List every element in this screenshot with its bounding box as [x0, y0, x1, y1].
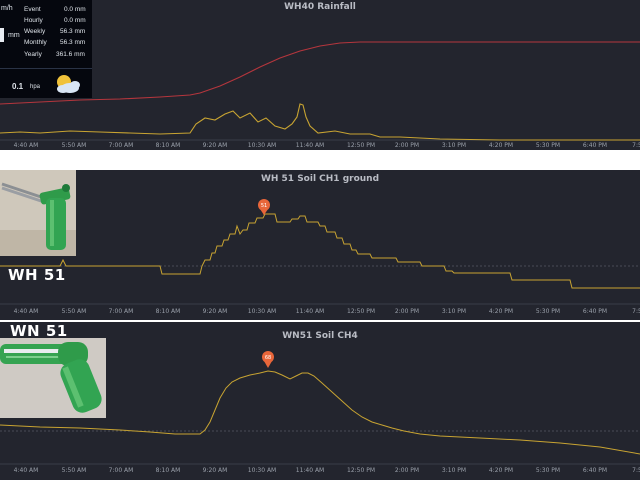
- rain-total-line: [0, 41, 640, 105]
- time-tick-label: 12:50 PM: [347, 308, 375, 315]
- partly-cloudy-icon: [57, 75, 80, 93]
- wd-value-event: 0.0 mm: [64, 6, 86, 13]
- soil-ch4-line: [0, 370, 640, 455]
- chart-title: WH40 Rainfall: [284, 2, 356, 12]
- peak-marker: 68: [262, 351, 274, 368]
- time-tick-label: 7:5: [632, 308, 640, 315]
- time-tick-label: 9:20 AM: [203, 467, 228, 474]
- time-tick-label: 2:00 PM: [395, 467, 419, 474]
- time-tick-label: 7:00 AM: [109, 308, 134, 315]
- time-tick-label: 10:30 AM: [248, 308, 276, 315]
- time-tick-label: 12:50 PM: [347, 142, 375, 149]
- time-tick-label: 6:40 PM: [583, 142, 607, 149]
- peak-value: 68: [265, 355, 271, 361]
- pressure-unit: hpa: [30, 84, 41, 90]
- time-tick-label: 2:00 PM: [395, 142, 419, 149]
- rainfall-chart: 4:40 AM 5:50 AM 7:00 AM 8:10 AM 9:20 AM 10:30…: [0, 41, 640, 149]
- soil-ch1-chart-panel: WH 51 Soil CH1 ground 51 4:40 AM 5:50 AM 7…: [0, 170, 640, 320]
- soil-sensor-image: [0, 338, 106, 418]
- soil-ch1-line: [0, 213, 640, 289]
- time-tick-label: 5:50 AM: [62, 467, 87, 474]
- time-tick-label: 10:30 AM: [248, 467, 276, 474]
- wd-label-weekly: Weekly: [24, 28, 46, 35]
- time-tick-label: 4:20 PM: [489, 142, 513, 149]
- time-tick-label: 7:5: [632, 142, 640, 149]
- time-tick-label: 4:40 AM: [14, 308, 39, 315]
- time-tick-label: 9:20 AM: [203, 308, 228, 315]
- chart-title: WH 51 Soil CH1 ground: [260, 174, 380, 184]
- time-tick-label: 5:50 AM: [62, 308, 87, 315]
- wd-label-event: Event: [24, 6, 41, 13]
- time-tick-label: 5:30 PM: [536, 308, 560, 315]
- digit-fragment: [0, 28, 4, 42]
- divider: [0, 68, 92, 69]
- time-tick-label: 4:40 AM: [14, 142, 39, 149]
- time-tick-label: 3:10 PM: [442, 308, 466, 315]
- time-tick-label: 6:40 PM: [583, 308, 607, 315]
- time-tick-label: 7:5: [632, 467, 640, 474]
- time-tick-label: 4:20 PM: [489, 308, 513, 315]
- time-tick-label: 4:40 AM: [14, 467, 39, 474]
- chart-title: WN51 Soil CH4: [282, 331, 358, 341]
- rain-rate-unit: m/h: [1, 5, 13, 12]
- time-tick-label: 8:10 AM: [156, 142, 181, 149]
- wd-label-hourly: Hourly: [24, 17, 43, 24]
- peak-marker: 51: [258, 199, 270, 215]
- wd-value-monthly: 56.3 mm: [60, 39, 86, 46]
- time-tick-label: 12:50 PM: [347, 467, 375, 474]
- wd-value-yearly: 361.6 mm: [56, 51, 85, 58]
- soil-ch1-chart: 51 4:40 AM 5:50 AM 7:00 AM 8:10 AM 9:20 AM 10…: [0, 199, 640, 315]
- time-tick-label: 7:00 AM: [109, 142, 134, 149]
- soil-ch4-chart: 68 4:40 AM 5:50 AM 7:00 AM 8:10 AM 9:20 AM 10…: [0, 351, 640, 474]
- time-tick-label: 3:10 PM: [442, 467, 466, 474]
- time-tick-label: 6:40 PM: [583, 467, 607, 474]
- time-tick-label: 2:00 PM: [395, 308, 419, 315]
- peak-value: 51: [261, 203, 267, 209]
- wd-value-weekly: 56.3 mm: [60, 28, 86, 35]
- rainfall-chart-panel: WH40 Rainfall 4:40 AM 5:50 AM 7:00 AM 8:10 …: [0, 0, 640, 150]
- time-tick-label: 10:30 AM: [248, 142, 276, 149]
- wn51-label: WN 51: [10, 322, 68, 340]
- wh51-label: WH 51: [8, 266, 66, 284]
- time-tick-label: 5:30 PM: [536, 142, 560, 149]
- time-tick-label: 5:50 AM: [62, 142, 87, 149]
- time-tick-label: 11:40 AM: [296, 142, 324, 149]
- wh51-sensor-photo: [0, 170, 76, 256]
- wn51-sensor-photo: [0, 338, 106, 418]
- wd-label-monthly: Monthly: [24, 39, 47, 46]
- wd-label-yearly: Yearly: [24, 51, 42, 58]
- time-tick-label: 4:20 PM: [489, 467, 513, 474]
- pressure-value: 0.1: [12, 82, 24, 91]
- time-tick-label: 8:10 AM: [156, 308, 181, 315]
- time-tick-label: 11:40 AM: [296, 308, 324, 315]
- wd-value-hourly: 0.0 mm: [64, 17, 86, 24]
- rain-mm-unit: mm: [8, 32, 20, 39]
- weather-station-display: m/h Event 0.0 mm Hourly 0.0 mm Weekly 56…: [0, 0, 92, 98]
- time-tick-label: 3:10 PM: [442, 142, 466, 149]
- time-tick-label: 11:40 AM: [296, 467, 324, 474]
- soil-sensor-image: [0, 170, 76, 256]
- time-tick-label: 9:20 AM: [203, 142, 228, 149]
- soil-ch4-chart-panel: WN51 Soil CH4 68 4:40 AM 5:50 AM 7:00 AM 8:…: [0, 322, 640, 480]
- time-tick-label: 5:30 PM: [536, 467, 560, 474]
- time-tick-label: 8:10 AM: [156, 467, 181, 474]
- time-tick-label: 7:00 AM: [109, 467, 134, 474]
- rain-rate-line: [0, 103, 640, 141]
